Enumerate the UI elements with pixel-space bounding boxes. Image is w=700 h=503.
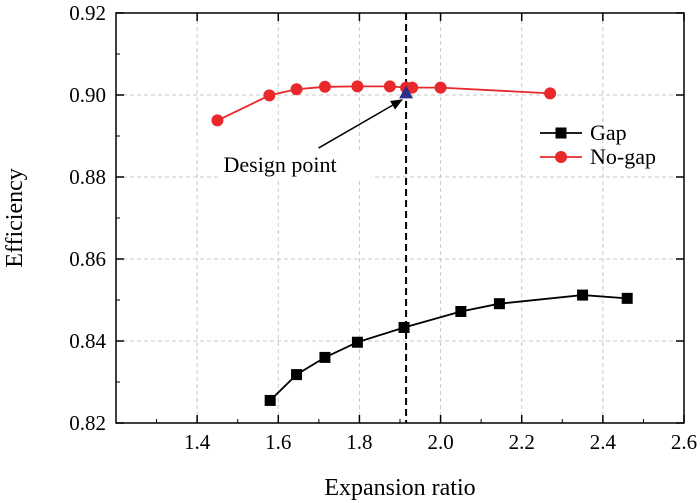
series-line-no-gap [217,85,551,122]
legend-label-no-gap: No-gap [590,144,656,169]
y-axis-title: Efficiency [2,168,28,268]
x-tick-label: 2.2 [509,430,535,454]
series-line-gap [269,294,628,402]
data-point-gap [455,305,467,317]
data-point-no-gap [406,81,419,94]
grid [116,13,684,423]
data-point-no-gap [318,80,331,93]
data-point-no-gap [383,80,396,93]
data-point-no-gap [211,114,224,127]
data-point-no-gap [434,81,447,94]
x-tick-label: 2.4 [590,430,617,454]
data-point-gap [621,292,633,304]
x-tick-label: 2.0 [427,430,453,454]
annotation-background [219,150,372,181]
y-tick-label: 0.82 [69,411,106,435]
x-tick-label: 1.6 [265,430,291,454]
data-point-gap [577,289,589,301]
x-tick-label: 1.8 [346,430,372,454]
data-point-gap [291,369,303,381]
y-tick-label: 0.90 [69,83,106,107]
y-tick-label: 0.88 [69,165,106,189]
data-point-gap [493,298,505,310]
plot-frame [115,12,685,424]
x-tick-label: 2.6 [671,430,697,454]
data-point-gap [319,351,331,363]
y-tick-label: 0.92 [69,1,106,25]
data-point-gap [398,321,410,333]
design-point-marker [399,85,414,99]
legend-label-gap: Gap [590,120,627,145]
series-layer [211,80,633,406]
legend-marker-no-gap [555,151,567,163]
data-point-no-gap [544,87,557,100]
data-point-gap [351,336,363,348]
data-point-gap [264,394,276,406]
y-tick-label: 0.84 [69,329,106,353]
x-tick-label: 1.4 [184,430,211,454]
annotation-layer: Design point [219,99,403,181]
data-point-no-gap [351,80,364,93]
data-point-no-gap [290,83,303,96]
data-point-no-gap [263,89,276,102]
x-axis-title: Expansion ratio [324,475,475,501]
legend-marker-gap [555,127,567,139]
design-point-label: Design point [224,152,337,177]
y-tick-label: 0.86 [69,247,106,271]
design-point-arrow [318,99,403,149]
